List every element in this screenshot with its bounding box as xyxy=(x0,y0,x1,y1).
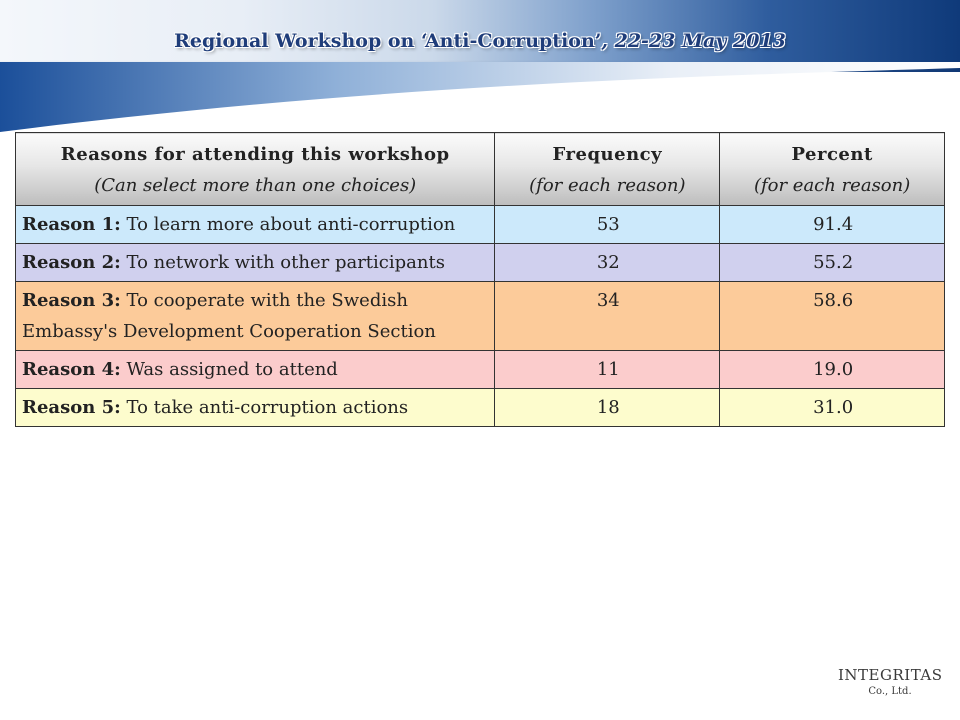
table-row: Reason 4: Was assigned to attend 11 19.0 xyxy=(14,350,945,389)
table-body: Reason 1: To learn more about anti-corru… xyxy=(14,205,945,427)
header-percent-title: Percent xyxy=(791,144,873,165)
percent-cell: 31.0 xyxy=(719,388,945,427)
reason-cell: Reason 3: To cooperate with the Swedish … xyxy=(14,281,496,351)
header-reasons-subtitle: (Can select more than one choices) xyxy=(94,175,417,196)
reason-label: Reason 2: xyxy=(22,252,121,273)
reason-text: To network with other participants xyxy=(120,252,445,273)
reason-text: To take anti-corruption actions xyxy=(120,397,409,418)
reason-cell: Reason 2: To network with other particip… xyxy=(14,243,496,282)
header-frequency-title: Frequency xyxy=(552,144,663,165)
reason-text: To learn more about anti-corruption xyxy=(120,214,456,235)
reason-text: Was assigned to attend xyxy=(120,359,338,380)
header-percent-subtitle: (for each reason) xyxy=(753,175,911,196)
reasons-table: Reasons for attending this workshop (Can… xyxy=(14,132,945,427)
reason-label: Reason 4: xyxy=(22,359,121,380)
slide-title: Regional Workshop on ‘Anti-Corruption’, … xyxy=(0,30,960,52)
frequency-cell: 18 xyxy=(494,388,721,427)
frequency-cell: 11 xyxy=(494,350,721,389)
reason-cell: Reason 5: To take anti-corruption action… xyxy=(14,388,496,427)
frequency-cell: 34 xyxy=(494,281,721,351)
table-row: Reason 3: To cooperate with the Swedish … xyxy=(14,281,945,351)
header-reasons-title: Reasons for attending this workshop xyxy=(60,144,450,165)
reason-text: To cooperate with the Swedish Embassy's … xyxy=(22,290,436,342)
percent-cell: 58.6 xyxy=(719,281,945,351)
header-frequency-subtitle: (for each reason) xyxy=(529,175,686,196)
header-swoosh xyxy=(0,62,960,142)
header-reasons: Reasons for attending this workshop (Can… xyxy=(14,132,496,206)
percent-cell: 91.4 xyxy=(719,205,945,244)
frequency-cell: 32 xyxy=(494,243,721,282)
logo-name: INTEGRITAS xyxy=(838,666,943,684)
logo-suffix: Co., Ltd. xyxy=(868,686,912,697)
reason-cell: Reason 1: To learn more about anti-corru… xyxy=(14,205,496,244)
table-row: Reason 2: To network with other particip… xyxy=(14,243,945,282)
table-row: Reason 5: To take anti-corruption action… xyxy=(14,388,945,427)
title-date: , 22-23 May 2013 xyxy=(601,30,786,52)
integritas-logo: INTEGRITAS Co., Ltd. xyxy=(838,666,942,697)
table-row: Reason 1: To learn more about anti-corru… xyxy=(14,205,945,244)
title-main: Regional Workshop on ‘Anti-Corruption’ xyxy=(174,30,602,52)
header-frequency: Frequency (for each reason) xyxy=(494,132,721,206)
reason-label: Reason 3: xyxy=(22,290,121,311)
frequency-cell: 53 xyxy=(494,205,721,244)
table-header-row: Reasons for attending this workshop (Can… xyxy=(14,132,945,206)
reason-cell: Reason 4: Was assigned to attend xyxy=(14,350,496,389)
reason-label: Reason 5: xyxy=(22,397,121,418)
percent-cell: 19.0 xyxy=(719,350,945,389)
reason-label: Reason 1: xyxy=(22,214,121,235)
header-percent: Percent (for each reason) xyxy=(719,132,945,206)
percent-cell: 55.2 xyxy=(719,243,945,282)
header-banner xyxy=(0,0,960,72)
